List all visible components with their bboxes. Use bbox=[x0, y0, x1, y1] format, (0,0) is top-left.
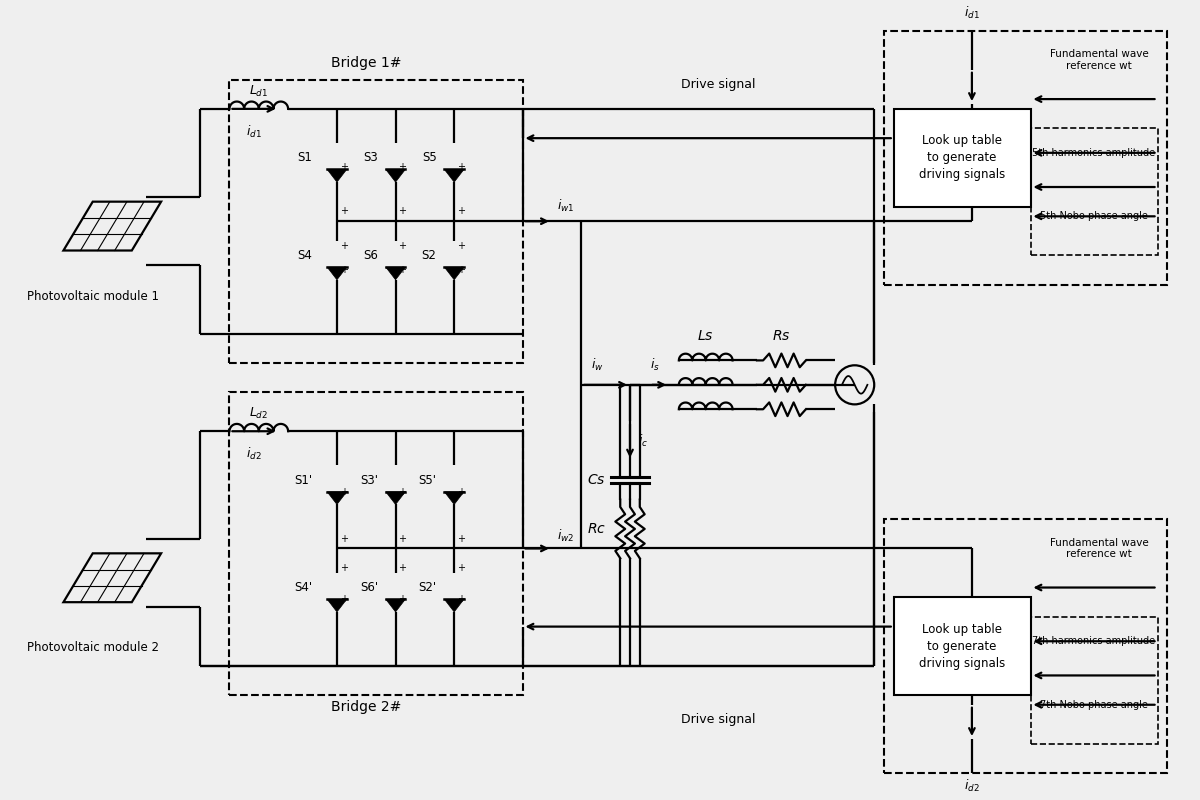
Polygon shape bbox=[385, 267, 406, 280]
Text: S3': S3' bbox=[360, 474, 378, 486]
Text: $Rc$: $Rc$ bbox=[587, 522, 606, 536]
Text: +: + bbox=[398, 486, 407, 497]
Text: 5th harmonics amplitude: 5th harmonics amplitude bbox=[1032, 148, 1156, 158]
Text: +: + bbox=[340, 265, 348, 275]
Text: Look up table
to generate
driving signals: Look up table to generate driving signal… bbox=[919, 134, 1006, 182]
Text: Photovoltaic module 2: Photovoltaic module 2 bbox=[26, 642, 158, 654]
Text: Photovoltaic module 1: Photovoltaic module 1 bbox=[26, 290, 158, 302]
Bar bbox=[229, 79, 522, 363]
Text: +: + bbox=[457, 265, 466, 275]
Polygon shape bbox=[444, 492, 464, 505]
Text: +: + bbox=[398, 594, 407, 604]
Text: $i_{w2}$: $i_{w2}$ bbox=[557, 527, 574, 543]
Text: +: + bbox=[340, 486, 348, 497]
Bar bbox=[229, 392, 522, 695]
Text: +: + bbox=[398, 265, 407, 275]
Text: $L_{d1}$: $L_{d1}$ bbox=[250, 83, 269, 98]
Polygon shape bbox=[385, 599, 406, 612]
Text: S1: S1 bbox=[298, 151, 312, 164]
Text: S5': S5' bbox=[419, 474, 437, 486]
Text: 7th harmonics amplitude: 7th harmonics amplitude bbox=[1032, 636, 1156, 646]
Text: Drive signal: Drive signal bbox=[680, 78, 755, 91]
Text: S4: S4 bbox=[298, 249, 312, 262]
Text: S6': S6' bbox=[360, 581, 378, 594]
Text: S6: S6 bbox=[364, 249, 378, 262]
Text: $L_{d2}$: $L_{d2}$ bbox=[250, 406, 269, 421]
Text: +: + bbox=[340, 594, 348, 604]
Polygon shape bbox=[444, 170, 464, 182]
Text: +: + bbox=[457, 594, 466, 604]
Text: $i_{s}$: $i_{s}$ bbox=[649, 357, 659, 373]
Text: 7th Nobo phase angle: 7th Nobo phase angle bbox=[1040, 700, 1148, 710]
Text: +: + bbox=[398, 162, 407, 173]
Text: +: + bbox=[340, 563, 348, 573]
Text: +: + bbox=[340, 206, 348, 217]
Polygon shape bbox=[328, 170, 347, 182]
Text: +: + bbox=[398, 534, 407, 544]
Text: $Cs$: $Cs$ bbox=[587, 473, 606, 487]
Bar bbox=[884, 30, 1168, 285]
Text: S1': S1' bbox=[294, 474, 312, 486]
Polygon shape bbox=[328, 267, 347, 280]
Text: S4': S4' bbox=[294, 581, 312, 594]
Text: +: + bbox=[340, 534, 348, 544]
Text: $i_{d2}$: $i_{d2}$ bbox=[246, 446, 262, 462]
Text: Look up table
to generate
driving signals: Look up table to generate driving signal… bbox=[919, 622, 1006, 670]
Polygon shape bbox=[328, 492, 347, 505]
Text: $i_{w}$: $i_{w}$ bbox=[590, 357, 604, 373]
Text: +: + bbox=[457, 206, 466, 217]
Text: S2: S2 bbox=[421, 249, 437, 262]
Text: +: + bbox=[457, 162, 466, 173]
Text: +: + bbox=[457, 486, 466, 497]
Polygon shape bbox=[385, 492, 406, 505]
Text: Bridge 1#: Bridge 1# bbox=[331, 56, 402, 70]
Bar bbox=[1031, 129, 1158, 255]
Text: $i_{d1}$: $i_{d1}$ bbox=[964, 5, 979, 21]
Text: 5th Nobo phase angle: 5th Nobo phase angle bbox=[1040, 211, 1148, 222]
Text: +: + bbox=[398, 563, 407, 573]
Text: S5: S5 bbox=[422, 151, 437, 164]
Bar bbox=[894, 109, 1031, 206]
Polygon shape bbox=[385, 170, 406, 182]
Text: $i_{c}$: $i_{c}$ bbox=[638, 433, 648, 449]
Bar bbox=[884, 519, 1168, 773]
Text: $i_{w1}$: $i_{w1}$ bbox=[557, 198, 574, 214]
Text: +: + bbox=[340, 162, 348, 173]
Text: $i_{d2}$: $i_{d2}$ bbox=[964, 778, 979, 794]
Text: Bridge 2#: Bridge 2# bbox=[331, 700, 402, 714]
Bar bbox=[894, 598, 1031, 695]
Text: +: + bbox=[457, 534, 466, 544]
Polygon shape bbox=[444, 267, 464, 280]
Text: S3: S3 bbox=[364, 151, 378, 164]
Text: +: + bbox=[457, 241, 466, 250]
Text: $i_{d1}$: $i_{d1}$ bbox=[246, 123, 262, 140]
Text: $Rs$: $Rs$ bbox=[772, 330, 791, 343]
Polygon shape bbox=[328, 599, 347, 612]
Text: Fundamental wave
reference wt: Fundamental wave reference wt bbox=[1050, 50, 1148, 71]
Text: +: + bbox=[340, 241, 348, 250]
Text: +: + bbox=[398, 206, 407, 217]
Text: +: + bbox=[457, 563, 466, 573]
Text: +: + bbox=[398, 241, 407, 250]
Text: $Ls$: $Ls$ bbox=[697, 330, 714, 343]
Text: S2': S2' bbox=[419, 581, 437, 594]
Bar bbox=[1031, 617, 1158, 744]
Text: Drive signal: Drive signal bbox=[680, 713, 755, 726]
Text: Fundamental wave
reference wt: Fundamental wave reference wt bbox=[1050, 538, 1148, 559]
Polygon shape bbox=[444, 599, 464, 612]
